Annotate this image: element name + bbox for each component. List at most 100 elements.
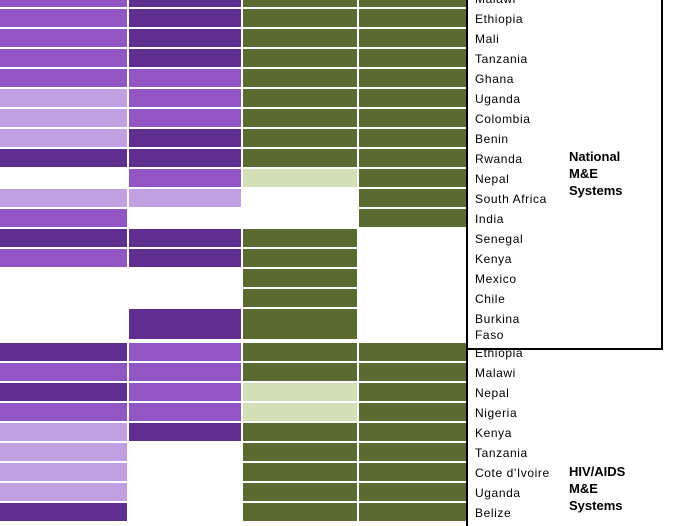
heatmap-cell <box>0 69 127 87</box>
heatmap-cell <box>359 49 466 67</box>
heatmap-cell <box>243 129 357 147</box>
heatmap-cell <box>359 363 466 381</box>
heatmap-cell <box>0 463 127 481</box>
heatmap-cell <box>0 109 127 127</box>
heatmap-cell <box>129 423 241 441</box>
heatmap-cell <box>359 443 466 461</box>
heatmap-cell <box>243 9 357 27</box>
heatmap-cell <box>129 383 241 401</box>
heatmap-cell <box>129 89 241 107</box>
heatmap-cell <box>359 9 466 27</box>
country-label: Mexico <box>475 272 517 286</box>
heatmap-cell <box>243 363 357 381</box>
country-label: South Africa <box>475 192 547 206</box>
heatmap-cell <box>243 503 357 521</box>
country-label: Mali <box>475 32 500 46</box>
heatmap-cell <box>129 9 241 27</box>
country-label: Chile <box>475 292 506 306</box>
heatmap-cell <box>0 129 127 147</box>
country-label: Benin <box>475 132 509 146</box>
country-label: Malawi <box>475 0 516 7</box>
country-label: Malawi <box>475 366 516 380</box>
heatmap-cell <box>129 363 241 381</box>
heatmap-cell <box>0 9 127 27</box>
heatmap-cell <box>0 149 127 167</box>
heatmap-grid <box>0 0 466 521</box>
heatmap-cell <box>359 29 466 47</box>
heatmap-cell <box>129 229 241 247</box>
heatmap-cell <box>0 229 127 247</box>
heatmap-cell <box>0 189 127 207</box>
heatmap-cell <box>359 129 466 147</box>
heatmap-cell <box>243 343 357 361</box>
country-label: Uganda <box>475 486 521 500</box>
heatmap-cell <box>0 423 127 441</box>
heatmap-cell <box>0 49 127 67</box>
country-label: Faso <box>475 328 505 342</box>
country-label: Tanzania <box>475 446 528 460</box>
section-label: National <box>569 149 621 164</box>
heatmap-cell <box>129 149 241 167</box>
heatmap-cell <box>359 343 466 361</box>
country-label: Burkina <box>475 312 520 326</box>
heatmap-cell <box>243 403 357 421</box>
country-label: Nepal <box>475 386 510 400</box>
heatmap-cell <box>243 229 357 247</box>
country-label: Uganda <box>475 92 521 106</box>
section-label: M&E <box>569 481 598 496</box>
heatmap-cell <box>359 463 466 481</box>
country-label: Kenya <box>475 426 513 440</box>
heatmap-cell <box>0 343 127 361</box>
country-label: Ethiopia <box>475 346 524 360</box>
heatmap-cell <box>243 443 357 461</box>
country-label: Nigeria <box>475 406 518 420</box>
heatmap-cell <box>243 289 357 307</box>
section-label: HIV/AIDS <box>569 464 626 479</box>
section-label: M&E <box>569 166 598 181</box>
country-label: Tanzania <box>475 52 528 66</box>
heatmap-cell <box>129 309 241 339</box>
country-label: Nepal <box>475 172 510 186</box>
heatmap-cell <box>243 383 357 401</box>
heatmap-cell <box>129 189 241 207</box>
heatmap-cell <box>243 29 357 47</box>
heatmap-cell <box>129 49 241 67</box>
heatmap-cell <box>129 169 241 187</box>
heatmap-cell <box>0 363 127 381</box>
country-label: Colombia <box>475 112 531 126</box>
heatmap-cell <box>129 109 241 127</box>
label-column-right-rule <box>661 0 663 349</box>
heatmap-cell <box>0 383 127 401</box>
country-label: Belize <box>475 506 512 520</box>
heatmap-cell <box>0 249 127 267</box>
heatmap-cell <box>129 0 241 7</box>
heatmap-cell <box>243 109 357 127</box>
country-label: Cote d'Ivoire <box>475 466 550 480</box>
heatmap-cell <box>243 309 357 339</box>
heatmap-cell <box>243 269 357 287</box>
heatmap-cell <box>0 443 127 461</box>
heatmap-cell <box>0 483 127 501</box>
country-label: Ghana <box>475 72 515 86</box>
country-label: India <box>475 212 505 226</box>
heatmap-cell <box>359 169 466 187</box>
heatmap-cell <box>243 249 357 267</box>
heatmap-cell <box>243 69 357 87</box>
heatmap-cell <box>243 49 357 67</box>
heatmap-cell <box>359 209 466 227</box>
country-label: Ethiopia <box>475 12 524 26</box>
heatmap-cell <box>243 463 357 481</box>
heatmap-cell <box>243 169 357 187</box>
heatmap-cell <box>359 483 466 501</box>
heatmap-cell <box>243 483 357 501</box>
heatmap-cell <box>243 423 357 441</box>
heatmap-cell <box>359 189 466 207</box>
heatmap-cell <box>359 109 466 127</box>
heatmap-cell <box>129 69 241 87</box>
heatmap-cell <box>359 149 466 167</box>
section-label: Systems <box>569 498 623 513</box>
country-label: Rwanda <box>475 152 523 166</box>
section-divider <box>466 348 663 350</box>
heatmap-cell <box>0 403 127 421</box>
section-label: Systems <box>569 183 623 198</box>
